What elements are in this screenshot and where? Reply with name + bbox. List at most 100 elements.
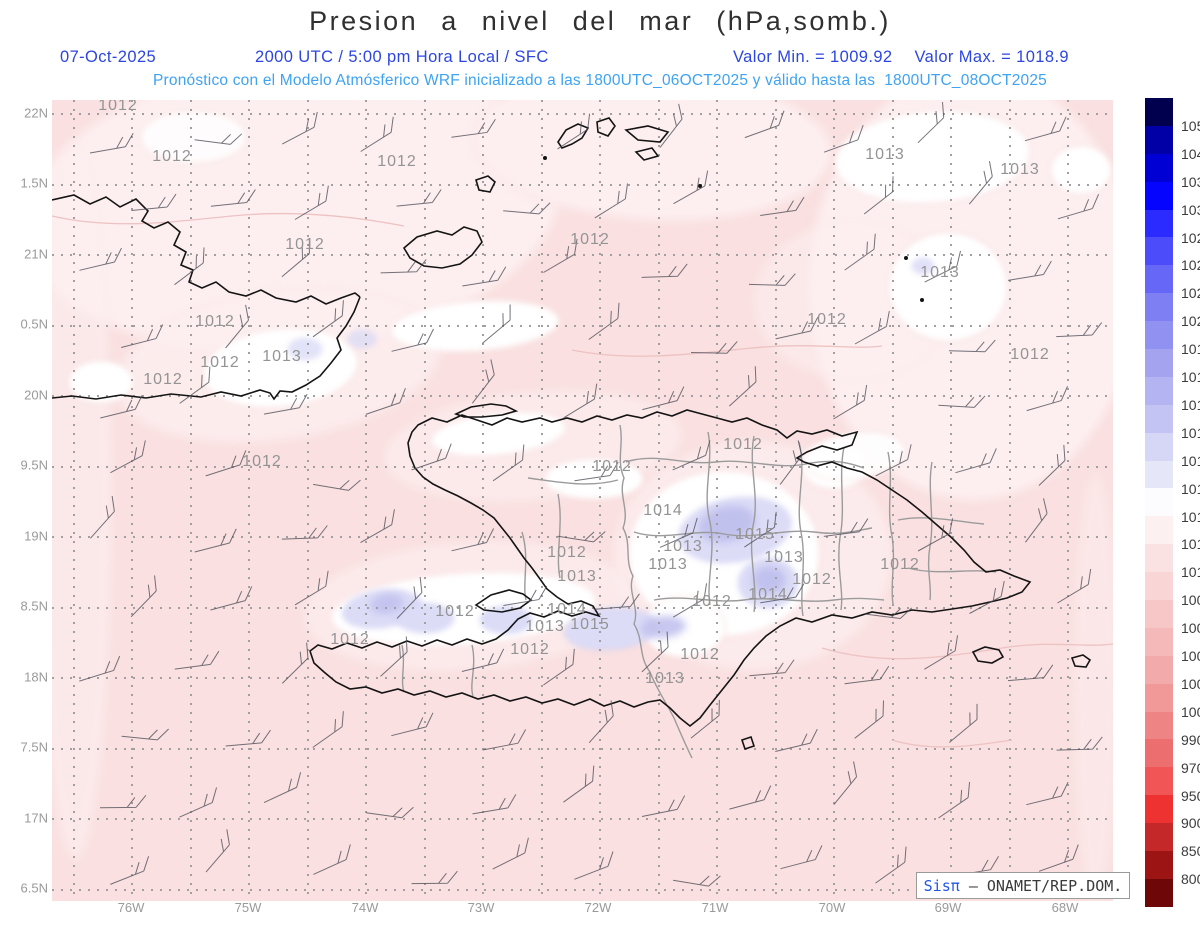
lat-tick-label: 20N: [24, 387, 48, 403]
colorbar-cell: [1145, 711, 1173, 740]
contour-label: 1012: [377, 153, 417, 170]
gridline-h: [52, 324, 1113, 327]
colorbar-tick-label: 1035: [1181, 173, 1200, 190]
colorbar-cell: [1145, 265, 1173, 294]
colorbar-tick-label: 1018: [1181, 369, 1200, 385]
wind-barbs: [79, 102, 1103, 887]
gridline-h: [52, 677, 1113, 679]
contour-label: 1013: [663, 538, 703, 555]
contour-label: 1012: [510, 641, 550, 658]
contour-label: 1014: [643, 502, 683, 519]
minmax-values: Valor Min. = 1009.92 Valor Max. = 1018.9: [733, 48, 1069, 67]
shading-white: [544, 458, 644, 500]
isobar-1012-lines: [52, 212, 1113, 748]
colorbar-tick-label: 1030: [1181, 201, 1200, 218]
gridline-h: [52, 395, 1113, 397]
contour-label: 1012: [143, 371, 183, 388]
colorbar-cell: [1145, 432, 1173, 461]
contour-label: 1012: [242, 453, 282, 470]
gridline-h: [52, 254, 1113, 256]
colorbar-cell: [1145, 488, 1173, 517]
credit-text: – ONAMET/REP.DOM.: [968, 876, 1123, 895]
colorbar-cell: [1145, 125, 1173, 154]
lat-tick-label: 9.5N: [20, 457, 48, 473]
colorbar-cell: [1145, 98, 1173, 126]
contour-label: 1012: [1010, 346, 1050, 363]
colorbar-cell: [1145, 376, 1173, 405]
contour-label: 1012: [692, 593, 732, 610]
gridline-v: [248, 100, 250, 901]
contour-label: 1012: [570, 231, 610, 248]
colorbar-cell: [1145, 321, 1173, 350]
lat-tick-label: 1.5N: [20, 175, 48, 191]
gridline-v: [131, 100, 133, 901]
island-mona: [1070, 654, 1092, 668]
lat-tick-label: 22N: [24, 105, 48, 121]
colorbar-tick-label: 1000: [1181, 703, 1200, 720]
lon-tick-label: 70W: [818, 900, 846, 915]
gridline-v: [599, 100, 601, 901]
pressure-colorbar: [1145, 98, 1173, 907]
colorbar-cell: [1145, 572, 1173, 601]
colorbar-cell: [1145, 404, 1173, 433]
credit-box: Sisπ – ONAMET/REP.DOM.: [916, 872, 1130, 899]
contour-label: 1013: [645, 670, 685, 687]
lon-tick-label: 76W: [117, 900, 145, 915]
gridline-v: [1067, 100, 1069, 901]
contour-label: 1013: [557, 568, 597, 585]
lat-tick-label: 0.5N: [20, 316, 48, 332]
lat-tick-label: 8.5N: [20, 598, 48, 614]
page-title: Presion a nivel del mar (hPa,somb.): [309, 6, 891, 36]
gridline-v: [72, 100, 75, 901]
gridline-h: [52, 113, 1113, 115]
colorbar-tick-label: 1014: [1181, 480, 1200, 497]
coastline-hispaniola: [309, 409, 1032, 728]
gridline-v: [774, 100, 777, 901]
forecast-date: 07-Oct-2025: [60, 48, 157, 66]
colorbar-tick-label: 1028: [1181, 229, 1200, 246]
lat-tick-label: 21N: [24, 246, 48, 262]
islands-turks-caicos: [557, 117, 670, 161]
shading-light: [52, 140, 114, 862]
contour-label: 1012: [435, 603, 475, 620]
gridline-v: [306, 100, 309, 901]
lat-tick-label: 18N: [24, 669, 48, 685]
gridline-v: [950, 100, 952, 901]
island-saona: [971, 646, 1005, 664]
lon-tick-label: 69W: [934, 900, 962, 915]
island-gonave: [474, 589, 533, 613]
geography-overlay: [52, 102, 1113, 887]
colorbar-cell: [1145, 795, 1173, 824]
gridline-h: [52, 818, 1113, 820]
contour-label: 1012: [880, 556, 920, 573]
gridline-h: [52, 606, 1113, 609]
colorbar-cell: [1145, 878, 1173, 907]
lon-tick-label: 68W: [1051, 900, 1079, 915]
contour-label: 1015: [735, 526, 775, 543]
valor-max: Valor Max. = 1018.9: [914, 48, 1070, 66]
colorbar-tick-label: 900: [1181, 815, 1200, 832]
coastline-cuba-south: [52, 296, 361, 401]
colorbar-tick-label: 1012: [1181, 536, 1200, 553]
lat-tick-label: 7.5N: [20, 739, 48, 755]
colorbar-tick-label: 1016: [1181, 424, 1200, 441]
gridline-h: [52, 536, 1113, 538]
colorbar-tick-label: 970: [1181, 759, 1200, 776]
lat-tick-label: 17N: [24, 810, 48, 826]
valor-min: Valor Min. = 1009.92: [733, 48, 893, 66]
shading-light: [1072, 470, 1113, 901]
contour-label: 1012: [592, 458, 632, 475]
colorbar-tick-label: 1008: [1181, 592, 1200, 609]
colorbar-tick-label: 1015: [1181, 452, 1200, 469]
lon-tick-label: 73W: [467, 900, 495, 915]
colorbar-tick-label: 850: [1181, 843, 1200, 860]
coastline-cuba-north: [52, 194, 361, 305]
colorbar-cell: [1145, 544, 1173, 573]
gridline-h: [52, 888, 1113, 891]
colorbar-tick-label: 1002: [1181, 675, 1200, 692]
lon-tick-label: 75W: [234, 900, 262, 915]
island-beata: [740, 735, 756, 751]
colorbar-cell: [1145, 851, 1173, 879]
shading-lav: [912, 258, 934, 274]
